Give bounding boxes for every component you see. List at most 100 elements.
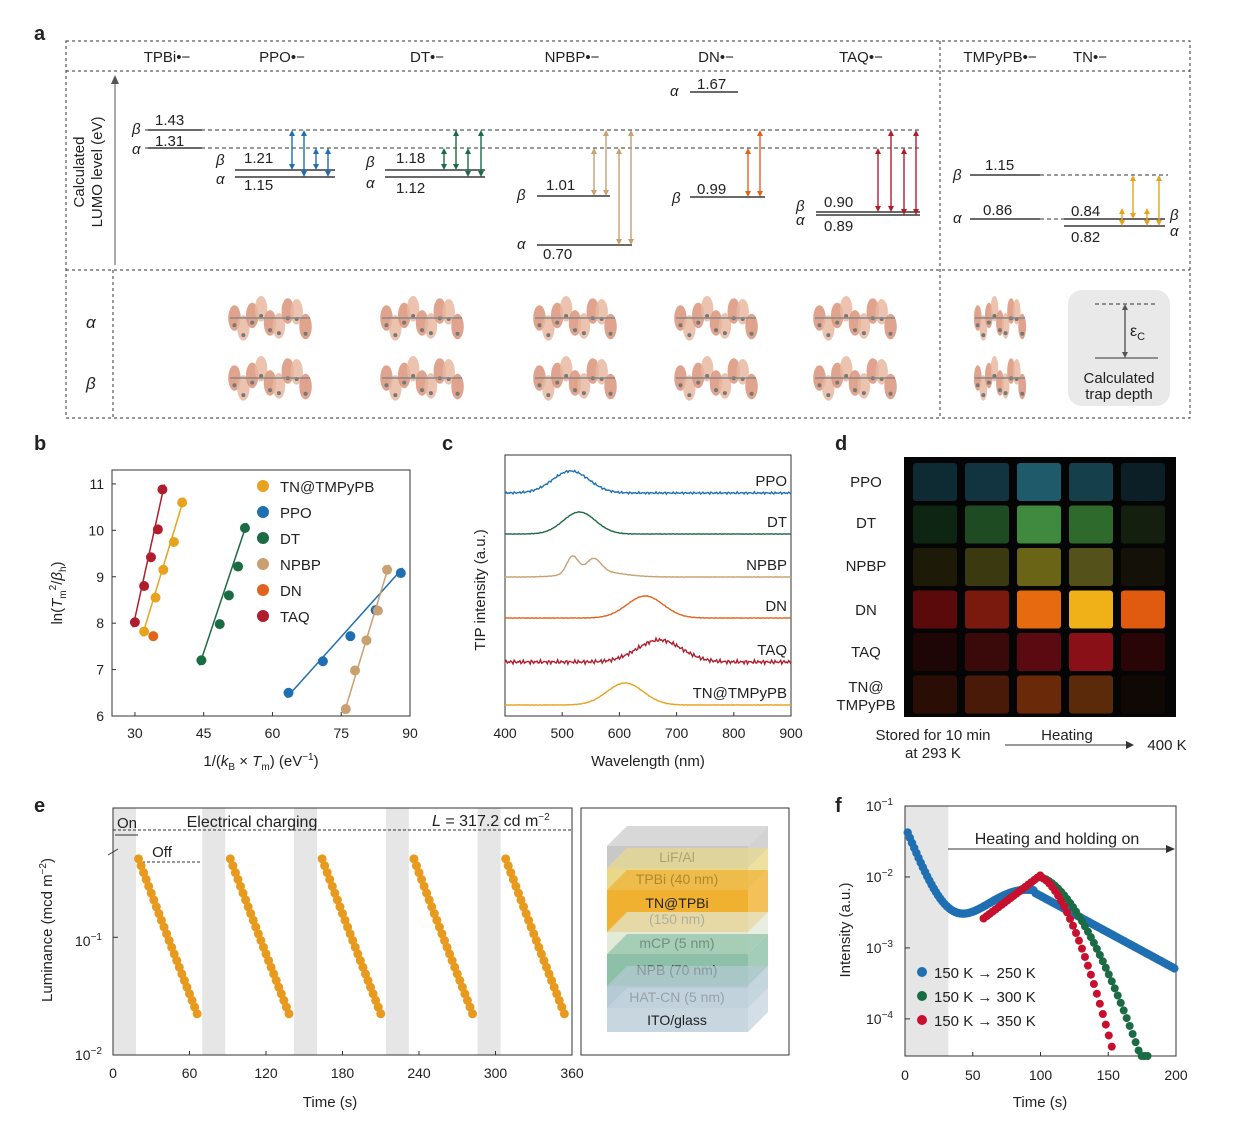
orbital-alpha-4-lobe <box>839 295 853 322</box>
taq-alpha-value: 0.89 <box>824 218 853 235</box>
orbital-beta-4-lobe <box>857 373 871 399</box>
panel-f-point-1 <box>1131 1038 1140 1047</box>
tn-beta-value: 0.84 <box>1071 203 1100 220</box>
panel-d-heating-arrowhead <box>1126 741 1134 749</box>
panel-label-b: b <box>34 433 46 455</box>
panel-d-tile <box>913 463 957 501</box>
orbital-alpha-3-lobe <box>745 313 758 340</box>
panel-b-point-PPO <box>317 656 328 667</box>
panel-b-point-TN@TMPyPB <box>158 564 169 575</box>
trap-legend-arrow-head-up <box>1122 304 1128 310</box>
panel-d-tile <box>1069 633 1113 671</box>
panel-e-decay-point <box>241 895 251 905</box>
panel-b-legend-marker-2 <box>257 532 269 544</box>
npbp-beta-value: 1.01 <box>546 177 575 194</box>
panel-b-legend-marker-3 <box>257 558 269 570</box>
tn-arrow-3-head-up <box>1119 208 1125 214</box>
orbital-beta-3-atom <box>687 393 692 398</box>
panel-b-point-TN@TMPyPB <box>177 497 188 508</box>
orbital-alpha-3-atom <box>705 313 710 318</box>
panel-f-point-1 <box>1104 970 1113 979</box>
panel-e-off-label: Off <box>152 844 173 861</box>
npbp-arrow-4-head-up <box>628 130 634 136</box>
dt-beta-value: 1.18 <box>396 150 425 167</box>
npbp-arrow-2 <box>603 130 609 196</box>
panel-b-xtick-label: 60 <box>265 725 281 741</box>
orbital-alpha-4-atom <box>844 313 849 318</box>
dt-beta-symbol: β <box>365 154 375 171</box>
panel-b-plot-frame <box>111 469 411 717</box>
orbital-alpha-1-lobe <box>389 315 402 341</box>
panel-e-on-window-3 <box>385 808 409 1055</box>
orbital-beta-2-atom <box>608 391 613 396</box>
panel-d-tile <box>1017 675 1061 714</box>
npbp-alpha-value: 0.70 <box>543 246 572 263</box>
panel-e-ytick-bottom: 10−2 <box>75 1046 102 1063</box>
orbital-alpha-5-atom <box>998 328 1002 333</box>
panel-e-decay-point <box>411 861 421 871</box>
panel-d-tile <box>1121 633 1165 671</box>
orbital-alpha-3-lobe <box>700 295 714 322</box>
tmpypb-alpha-value: 0.86 <box>983 202 1012 219</box>
dn-beta-value: 0.99 <box>697 181 726 198</box>
panel-e-decay-point <box>238 888 248 898</box>
panel-e-decay-point <box>192 1009 202 1019</box>
orbital-row-beta: β <box>85 374 96 393</box>
orbital-alpha-3-atom <box>749 331 754 336</box>
panel-e-decay-point <box>506 868 516 878</box>
orbital-alpha-3-atom <box>687 333 692 338</box>
orbital-beta-1-atom <box>420 388 424 393</box>
tpbi-alpha-value: 1.31 <box>155 133 184 150</box>
panel-f-ytick-label: 10−3 <box>866 939 893 956</box>
orbital-alpha-0-atom <box>259 313 264 318</box>
panel-d-tile <box>965 633 1009 671</box>
molecule-name-5: TAQ•− <box>839 49 883 66</box>
ppo-arrow-1-head-up <box>289 130 295 136</box>
panel-e-decay-point <box>246 909 256 919</box>
panel-e-decay-point <box>225 854 235 864</box>
taq-arrow-4-head-up <box>913 130 919 136</box>
orbital-alpha-2-atom <box>555 320 560 325</box>
panel-f-annotation-arrowhead <box>1166 845 1175 853</box>
panel-c-xtick-label: 900 <box>779 725 803 741</box>
dt-alpha-symbol: α <box>366 175 375 192</box>
panel-f-legend-marker-1 <box>917 991 927 1001</box>
panel-e-xlabel: Time (s) <box>303 1094 357 1111</box>
panel-f-ylabel: Intensity (a.u.) <box>837 882 854 977</box>
orbital-alpha-2-atom <box>608 331 613 336</box>
orbital-alpha-0-lobe <box>272 313 286 339</box>
panel-c-series-label-1: DT <box>767 514 787 531</box>
panel-d-tile <box>1069 463 1113 501</box>
panel-b-point-TAQ <box>152 524 163 535</box>
panel-c-spectrum-5 <box>504 682 792 707</box>
orbital-alpha-0-lobe <box>237 315 250 341</box>
orbital-alpha-5-lobe <box>1001 313 1010 339</box>
taq-arrow-4-head-down <box>913 209 919 215</box>
panel-e-on-window-0 <box>113 808 136 1055</box>
ppo-alpha-symbol: α <box>216 171 225 188</box>
panel-b-point-PPO <box>283 687 294 698</box>
orbital-alpha-3-atom <box>714 328 718 333</box>
orbital-beta-3-atom <box>749 391 754 396</box>
orbital-beta-4-atom <box>844 373 849 378</box>
orbital-alpha-5-lobe <box>990 295 999 322</box>
panel-e-charging-label: Electrical charging <box>187 814 318 831</box>
panel-c-ylabel: TIP intensity (a.u.) <box>472 529 489 650</box>
taq-arrow-3 <box>901 148 907 215</box>
orbital-alpha-2-atom <box>573 328 577 333</box>
panel-d-caption-left2: at 293 K <box>905 745 961 762</box>
panel-f-point-1 <box>1122 1014 1131 1023</box>
orbital-beta-3-atom <box>705 373 710 378</box>
orbital-beta-5-lobe <box>990 355 999 382</box>
npbp-arrow-1 <box>591 148 597 196</box>
panel-d-tile <box>965 505 1009 544</box>
taq-alpha-symbol: α <box>796 212 805 229</box>
panel-b-legend-label-0: TN@TMPyPB <box>280 479 374 496</box>
panel-e-luminance-label: L = 317.2 cd m−2 <box>432 812 550 830</box>
panel-c-xtick-label: 400 <box>493 725 517 741</box>
panel-f-point-2 <box>1107 1042 1116 1051</box>
panel-label-c: c <box>442 433 453 455</box>
panel-e-stack-frame <box>580 807 790 1056</box>
panel-f-legend-label-0: 150 K → 250 K <box>934 965 1036 982</box>
